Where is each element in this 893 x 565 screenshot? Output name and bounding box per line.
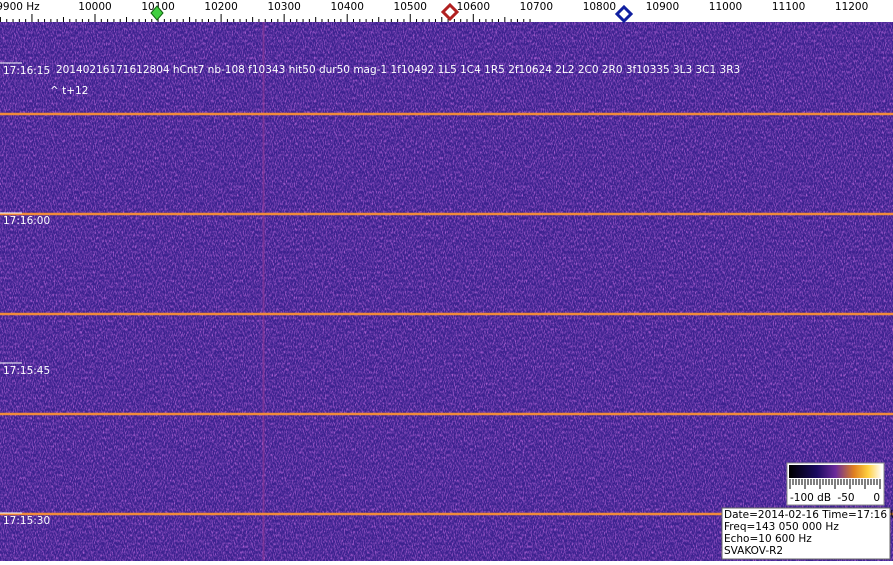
time-labels: 17:16:15 17:16:00 17:15:45 17:15:30 — [0, 62, 50, 527]
colorbar-ticks — [789, 479, 881, 489]
marker-red[interactable] — [440, 2, 460, 22]
frequency-label: 10300 — [267, 1, 300, 13]
frequency-label: 10600 — [457, 1, 490, 13]
frequency-label: 10800 — [583, 1, 616, 13]
info-line: SVAKOV-R2 — [724, 545, 783, 557]
time-label: 17:16:15 — [3, 65, 50, 77]
time-lines — [0, 112, 893, 516]
waterfall-noise — [0, 22, 893, 561]
time-label: 17:15:30 — [3, 515, 50, 527]
time-label: 17:16:00 — [3, 215, 50, 227]
frequency-label: 10000 — [78, 1, 111, 13]
colorbar-label: -50 — [837, 492, 854, 504]
frequency-label: 11200 — [835, 1, 868, 13]
frequency-label: 11100 — [772, 1, 805, 13]
frequency-label: 10700 — [520, 1, 553, 13]
colorbar-label: 0 — [873, 492, 880, 504]
frequency-markers[interactable] — [150, 2, 634, 24]
frequency-label: 11000 — [709, 1, 742, 13]
colorbar: -100 dB -50 0 — [786, 462, 885, 506]
info-box — [721, 507, 891, 560]
marker-blue[interactable] — [614, 4, 634, 24]
ruler-ticks: 9900 Hz100001010010200103001040010500106… — [0, 1, 868, 22]
frequency-label: 10500 — [394, 1, 427, 13]
detection-text: 20140216171612804 hCnt7 nb-108 f10343 hi… — [56, 64, 740, 76]
frequency-label: 10900 — [646, 1, 679, 13]
marker-green[interactable] — [150, 5, 164, 21]
offset-note: ^ t+12 — [50, 85, 88, 97]
colorbar-label: -100 dB — [790, 492, 831, 504]
info-line: Date=2014-02-16 Time=17:16 UTC — [724, 509, 893, 521]
time-label: 17:15:45 — [3, 365, 50, 377]
frequency-label: 9900 Hz — [0, 1, 40, 13]
frequency-label: 10400 — [330, 1, 363, 13]
info-line: Freq=143 050 000 Hz — [724, 521, 839, 533]
colorbar-gradient — [789, 465, 882, 478]
info-line: Echo=10 600 Hz — [724, 533, 812, 545]
frequency-label: 10200 — [204, 1, 237, 13]
